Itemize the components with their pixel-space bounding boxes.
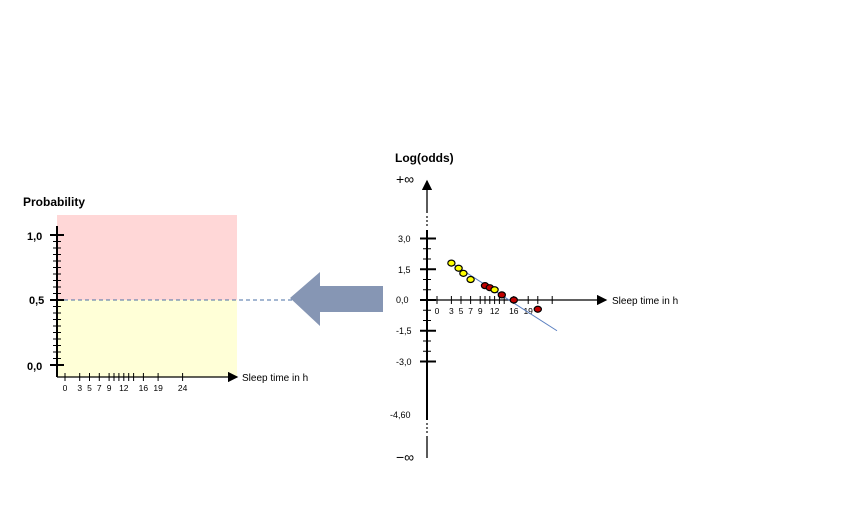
prob-tick-1: 1,0 [27,231,42,243]
lo-tick-15: 1,5 [398,265,411,275]
prob-x-tick-label: 12 [119,383,129,393]
data-point [490,286,499,294]
lo-tick-m15: -1,5 [396,326,412,336]
lo-x-tick-label: 12 [490,306,500,316]
lo-tick-3: 3,0 [398,234,411,244]
log-odds-x-ticks: 0 3 5 7 9 12 16 19 [435,296,553,316]
log-odds-panel: Log(odds) +∞ −∞ 3,0 1,5 0,0 -1,5 -3,0 -4… [390,151,678,465]
prob-tick-0: 0,0 [27,361,42,373]
transform-arrow [290,272,383,326]
prob-x-tick-label: 3 [77,383,82,393]
lo-x-tick-label: 0 [435,306,440,316]
lo-x-tick-label: 7 [468,306,473,316]
data-points [447,259,543,313]
lower-region [57,300,237,377]
prob-x-tick-label: 5 [87,383,92,393]
data-point [509,296,518,304]
lo-tick-0: 0,0 [396,295,409,305]
prob-x-tick-label: 7 [97,383,102,393]
prob-x-tick-label: 0 [63,383,68,393]
lo-x-tick-label: 3 [449,306,454,316]
prob-x-tick-label: 16 [139,383,149,393]
lo-x-tick-label: 16 [509,306,519,316]
data-point [533,305,543,313]
log-odds-x-axis-title: Sleep time in h [612,296,678,307]
log-odds-axis-title: Log(odds) [395,151,454,165]
data-point [454,264,463,272]
minus-infinity-label: −∞ [396,449,414,465]
probability-x-axis-title: Sleep time in h [242,373,308,384]
data-point [459,269,468,277]
probability-axis-title: Probability [23,195,85,209]
lo-x-tick-label: 19 [523,306,533,316]
data-point [447,259,456,267]
upper-ellipsis-dots [426,216,428,226]
prob-x-tick-label: 19 [153,383,163,393]
lo-x-tick-label: 9 [478,306,483,316]
plus-infinity-label: +∞ [396,171,414,187]
data-point [497,291,506,299]
lower-ellipsis-dots [426,423,428,433]
probability-x-ticks: 0 3 5 7 9 12 16 19 24 [63,373,188,393]
lo-tick-m3: -3,0 [396,357,412,367]
upper-region [57,215,237,300]
lo-tick-m46: -4,60 [390,410,411,420]
prob-x-tick-label: 24 [178,383,188,393]
probability-y-minor-ticks [50,234,64,366]
prob-x-tick-label: 9 [107,383,112,393]
lo-x-tick-label: 5 [459,306,464,316]
data-point [466,275,475,284]
probability-panel: Probability 1,0 0,5 0,0 0 3 5 7 9 12 16 19 24 Sl… [23,195,384,393]
prob-tick-05: 0,5 [29,295,44,307]
